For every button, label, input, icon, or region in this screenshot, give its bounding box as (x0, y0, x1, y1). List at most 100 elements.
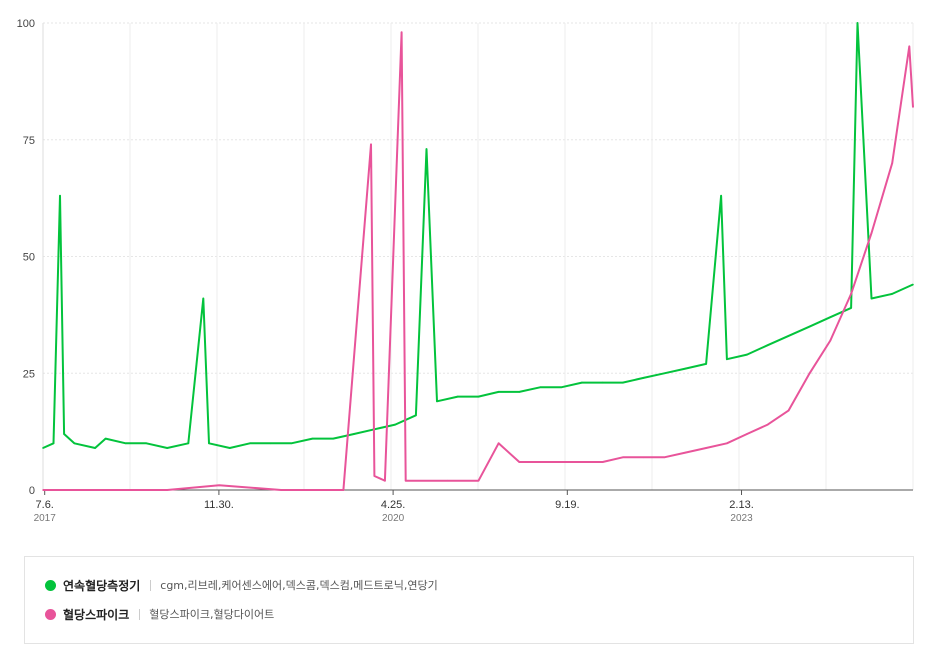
data-point (560, 461, 562, 463)
data-point (104, 489, 107, 491)
data-point (332, 437, 335, 440)
data-point (891, 162, 894, 164)
y-tick-label: 0 (29, 485, 35, 497)
data-point (726, 358, 728, 361)
data-point (425, 148, 428, 150)
y-tick-label: 25 (23, 368, 35, 380)
data-point (94, 447, 96, 449)
data-point (342, 489, 345, 491)
data-point (684, 451, 687, 454)
data-point (808, 372, 811, 375)
data-point (436, 400, 438, 403)
data-point (202, 297, 205, 300)
data-point (218, 484, 221, 487)
data-point (581, 461, 583, 463)
data-point (477, 479, 480, 482)
legend-separator (139, 608, 141, 620)
data-point (518, 391, 521, 393)
data-point (621, 381, 624, 384)
series-line-cgm (42, 22, 914, 449)
y-tick-label: 50 (23, 252, 35, 264)
data-point (856, 22, 859, 24)
data-point (726, 442, 728, 445)
data-point (808, 325, 811, 328)
data-point (63, 433, 65, 435)
legend-series-name: 연속혈당측정기 (63, 578, 141, 593)
data-point (404, 479, 407, 482)
data-point (705, 363, 707, 365)
data-point (415, 414, 417, 417)
data-point (477, 395, 480, 398)
data-point (42, 447, 44, 449)
data-point (891, 293, 894, 295)
x-tick-label: 11.30. (204, 499, 234, 511)
data-point (269, 442, 272, 445)
data-point (539, 461, 541, 463)
data-point (642, 456, 645, 459)
data-point (829, 339, 832, 342)
data-point (705, 447, 707, 449)
data-point (870, 297, 873, 300)
data-point (601, 381, 604, 384)
data-point (446, 479, 449, 482)
legend-item-spike[interactable]: 혈당스파이크 혈당스파이크,혈당다이어트 (45, 604, 274, 624)
legend-dot-green (45, 579, 56, 591)
data-point (642, 377, 645, 379)
data-point (73, 442, 76, 445)
legend-box: 연속혈당측정기 cgm,리브레,케어센스에어,덱스콤,덱스컴,메드트로닉,연당기… (24, 556, 914, 644)
data-point (908, 45, 911, 48)
legend-separator (150, 579, 152, 591)
data-point (912, 283, 914, 286)
data-point (829, 316, 832, 319)
x-tick-year: 2017 (34, 513, 57, 524)
data-point (208, 442, 210, 445)
y-tick-label: 75 (23, 135, 35, 147)
data-point (497, 442, 500, 445)
data-point (59, 194, 61, 197)
data-point (280, 489, 282, 491)
data-point (384, 479, 386, 482)
data-point (539, 386, 541, 389)
data-point (663, 456, 666, 459)
data-point (353, 433, 355, 435)
data-point (228, 447, 231, 449)
data-point (746, 353, 748, 356)
data-point (373, 475, 376, 477)
data-point (290, 442, 293, 445)
data-point (249, 442, 251, 445)
data-point (560, 386, 562, 389)
data-point (766, 423, 769, 426)
data-point (166, 447, 168, 449)
x-tick-label: 4.25. (381, 499, 405, 511)
data-point (870, 232, 873, 234)
data-point (581, 381, 583, 384)
data-point (394, 423, 396, 426)
data-point (621, 456, 624, 459)
data-point (311, 437, 314, 440)
data-point (187, 442, 190, 445)
data-point (518, 461, 521, 463)
legend-dot-pink (45, 608, 56, 620)
data-point (52, 442, 55, 445)
data-point (124, 442, 127, 445)
data-point (497, 391, 500, 393)
data-point (766, 344, 769, 347)
data-point (400, 31, 403, 34)
data-point (850, 307, 852, 309)
data-point (787, 335, 790, 337)
data-point (145, 442, 148, 445)
legend-series-terms: 혈당스파이크,혈당다이어트 (149, 608, 275, 621)
legend-item-cgm[interactable]: 연속혈당측정기 cgm,리브레,케어센스에어,덱스콤,덱스컴,메드트로닉,연당기 (45, 575, 438, 595)
legend-series-name: 혈당스파이크 (63, 607, 130, 622)
data-point (787, 409, 790, 412)
x-tick-label: 2.13. (729, 499, 753, 511)
trend-chart: 0 25 50 75 100 7.6. 2017 11.30. 4.25. 2020 9.19. 2.… (17, 18, 914, 524)
data-point (166, 489, 168, 491)
data-point (850, 293, 852, 295)
data-point (684, 367, 687, 370)
x-tick-label: 9.19. (555, 499, 579, 511)
data-point (912, 106, 914, 108)
data-point (42, 489, 44, 491)
data-point (456, 395, 459, 398)
data-point (746, 433, 748, 435)
